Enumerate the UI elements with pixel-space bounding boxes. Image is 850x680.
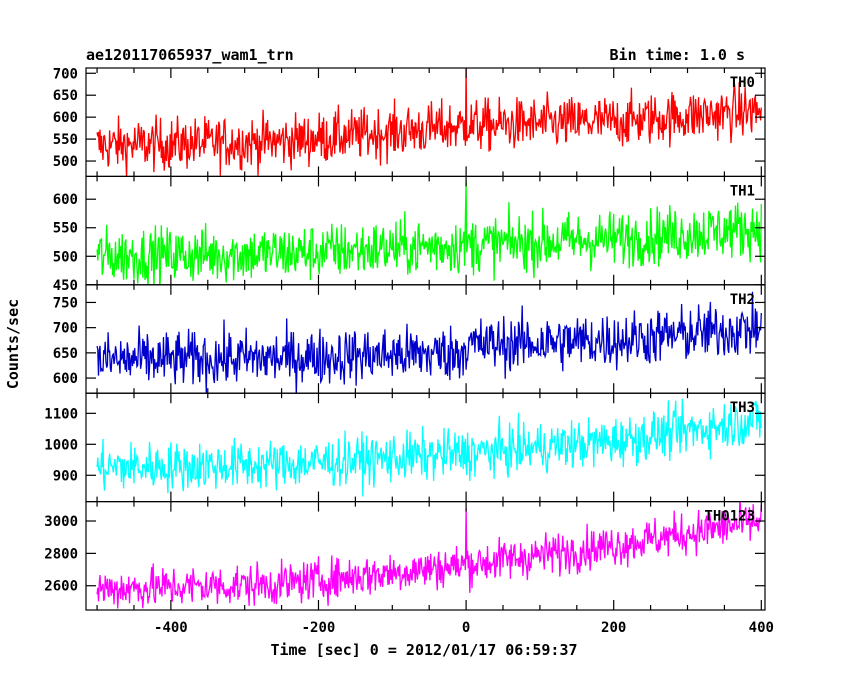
x-axis-label: Time [sec] 0 = 2012/01/17 06:59:37 (270, 641, 577, 659)
panel-label-th0: TH0 (730, 75, 755, 91)
series-line-th1 (96, 180, 762, 285)
x-tick-label: -400 (154, 620, 188, 636)
x-tick-label: 0 (462, 620, 470, 636)
panels: 500 550 600 650 700 TH0 450 500 550 600 TH1 600 650 7… (44, 66, 774, 636)
file-label: ae120117065937_wam1_trn (86, 46, 294, 64)
x-tick-label: 400 (749, 620, 774, 636)
y-tick-label: 500 (53, 154, 78, 170)
y-tick-label: 700 (53, 321, 78, 337)
y-tick-label: 1100 (44, 406, 78, 422)
y-tick-label: 450 (53, 278, 78, 294)
x-tick-label: -200 (302, 620, 336, 636)
y-tick-label: 600 (53, 192, 78, 208)
panel-label-th1: TH1 (730, 183, 755, 199)
series-line-th2 (96, 291, 762, 394)
series-line-th3 (96, 398, 762, 497)
panel-label-th3: TH3 (730, 400, 755, 416)
y-tick-label: 600 (53, 371, 78, 387)
y-tick-label: 750 (53, 295, 78, 311)
y-tick-label: 550 (53, 132, 78, 148)
y-tick-label: 650 (53, 88, 78, 104)
panel-label-th2: TH2 (730, 292, 755, 308)
y-tick-label: 1000 (44, 437, 78, 453)
y-tick-label: 2600 (44, 579, 78, 595)
panel-label-th0123: TH0123 (704, 509, 755, 525)
y-tick-label: 600 (53, 110, 78, 126)
bin-time-label: Bin time: 1.0 s (610, 46, 745, 64)
x-tick-label: 200 (601, 620, 626, 636)
y-axis-label: Counts/sec (4, 299, 22, 389)
y-tick-label: 900 (53, 468, 78, 484)
series-line-th0 (96, 68, 762, 177)
y-tick-label: 700 (53, 66, 78, 82)
series-line-th0123 (96, 501, 762, 609)
y-tick-label: 650 (53, 346, 78, 362)
y-tick-label: 500 (53, 249, 78, 265)
y-tick-label: 3000 (44, 514, 78, 530)
y-tick-label: 550 (53, 221, 78, 237)
y-tick-label: 2800 (44, 546, 78, 562)
panel-frame-th0123 (85, 501, 766, 611)
